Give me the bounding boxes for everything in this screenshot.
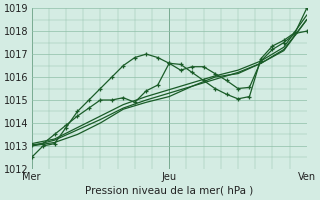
- X-axis label: Pression niveau de la mer( hPa ): Pression niveau de la mer( hPa ): [85, 186, 253, 196]
